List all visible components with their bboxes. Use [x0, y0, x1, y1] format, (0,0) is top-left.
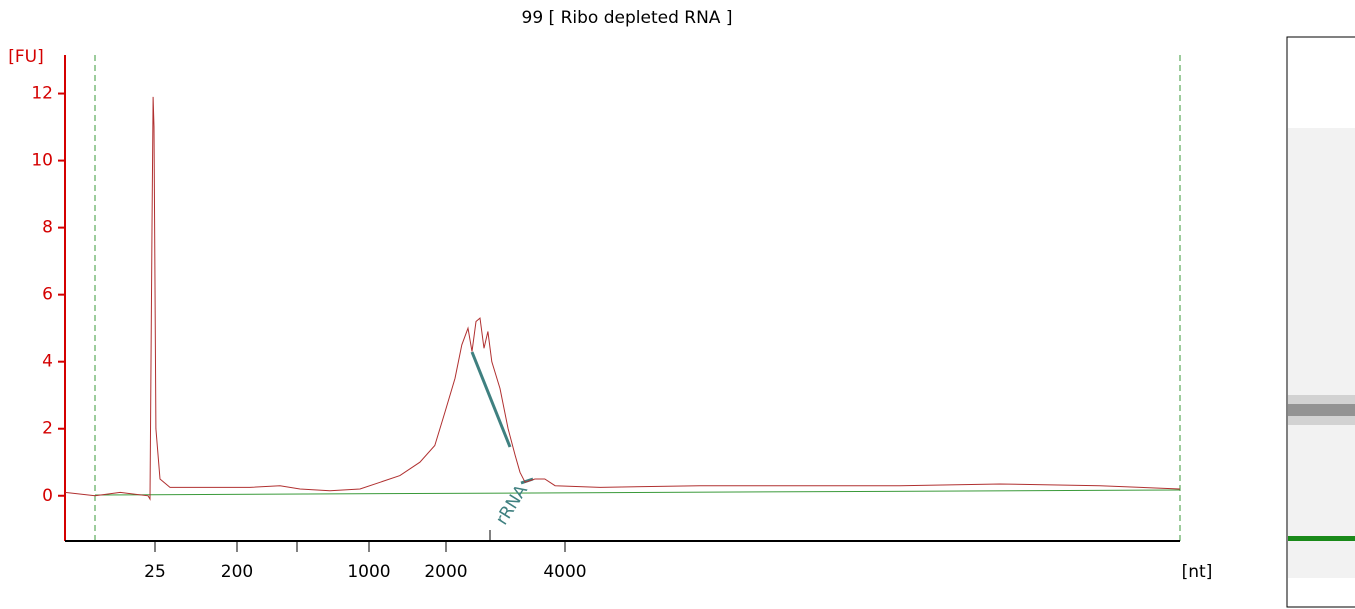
x-tick-label: 25 — [144, 562, 166, 582]
y-tick-label: 8 — [42, 218, 53, 238]
y-tick-label: 12 — [31, 84, 53, 104]
x-tick-label: 4000 — [543, 562, 586, 582]
trace — [64, 96, 1181, 501]
gel-background — [1288, 128, 1355, 578]
y-axis-label: [FU] — [8, 47, 44, 67]
y-tick-label: 0 — [42, 486, 53, 506]
gel-band — [1288, 404, 1355, 416]
y-tick-label: 6 — [42, 285, 53, 305]
baseline — [94, 489, 1181, 496]
x-tick-label: 2000 — [424, 562, 467, 582]
region-fit — [520, 477, 534, 485]
y-tick-label: 2 — [42, 419, 53, 439]
gel-marker-band — [1288, 536, 1355, 541]
x-axis-label: [nt] — [1182, 562, 1213, 582]
x-tick-label: 1000 — [347, 562, 390, 582]
annotation: rRNA — [492, 481, 532, 529]
chart-title: 99 [ Ribo depleted RNA ] — [522, 8, 733, 28]
y-tick-label: 4 — [42, 352, 53, 372]
y-tick-label: 10 — [31, 151, 53, 171]
region-fit — [470, 351, 512, 448]
x-tick-label: 200 — [221, 562, 253, 582]
